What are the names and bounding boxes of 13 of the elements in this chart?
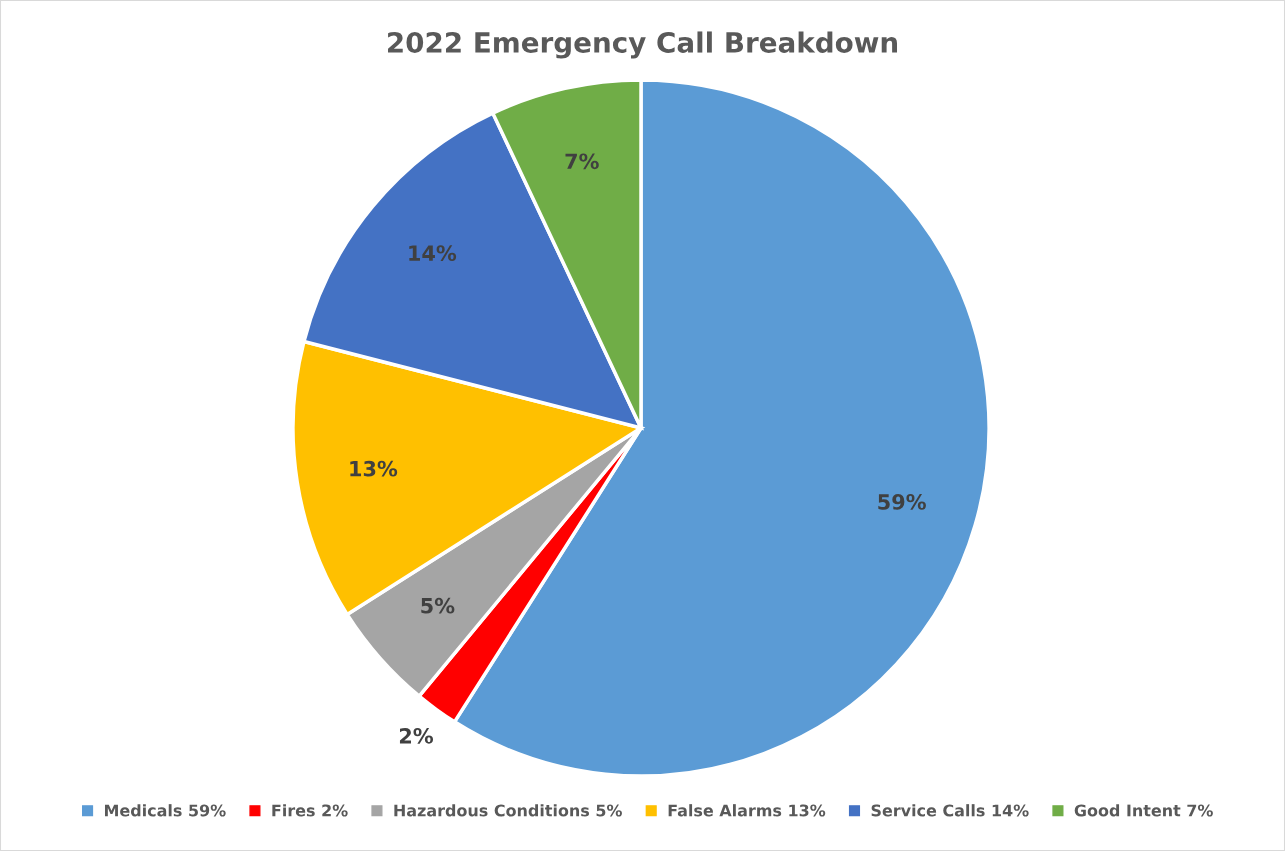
data-label: 7% [565, 153, 599, 170]
data-label: 14% [409, 245, 457, 262]
chart-title: 2022 Emergency Call Breakdown [388, 31, 898, 59]
legend-label: Hazardous Conditions 5% [394, 804, 622, 817]
data-label: 13% [350, 460, 398, 477]
legend-label: Medicals 59% [105, 804, 226, 817]
legend-label: Good Intent 7% [1074, 804, 1213, 817]
data-label: 59% [878, 494, 926, 510]
legend-label: False Alarms 13% [668, 804, 826, 817]
legend-label: Service Calls 14% [871, 804, 1029, 817]
data-label: 5% [421, 597, 455, 614]
data-label: 2% [399, 727, 434, 744]
legend-label: Fires 2% [272, 804, 348, 817]
